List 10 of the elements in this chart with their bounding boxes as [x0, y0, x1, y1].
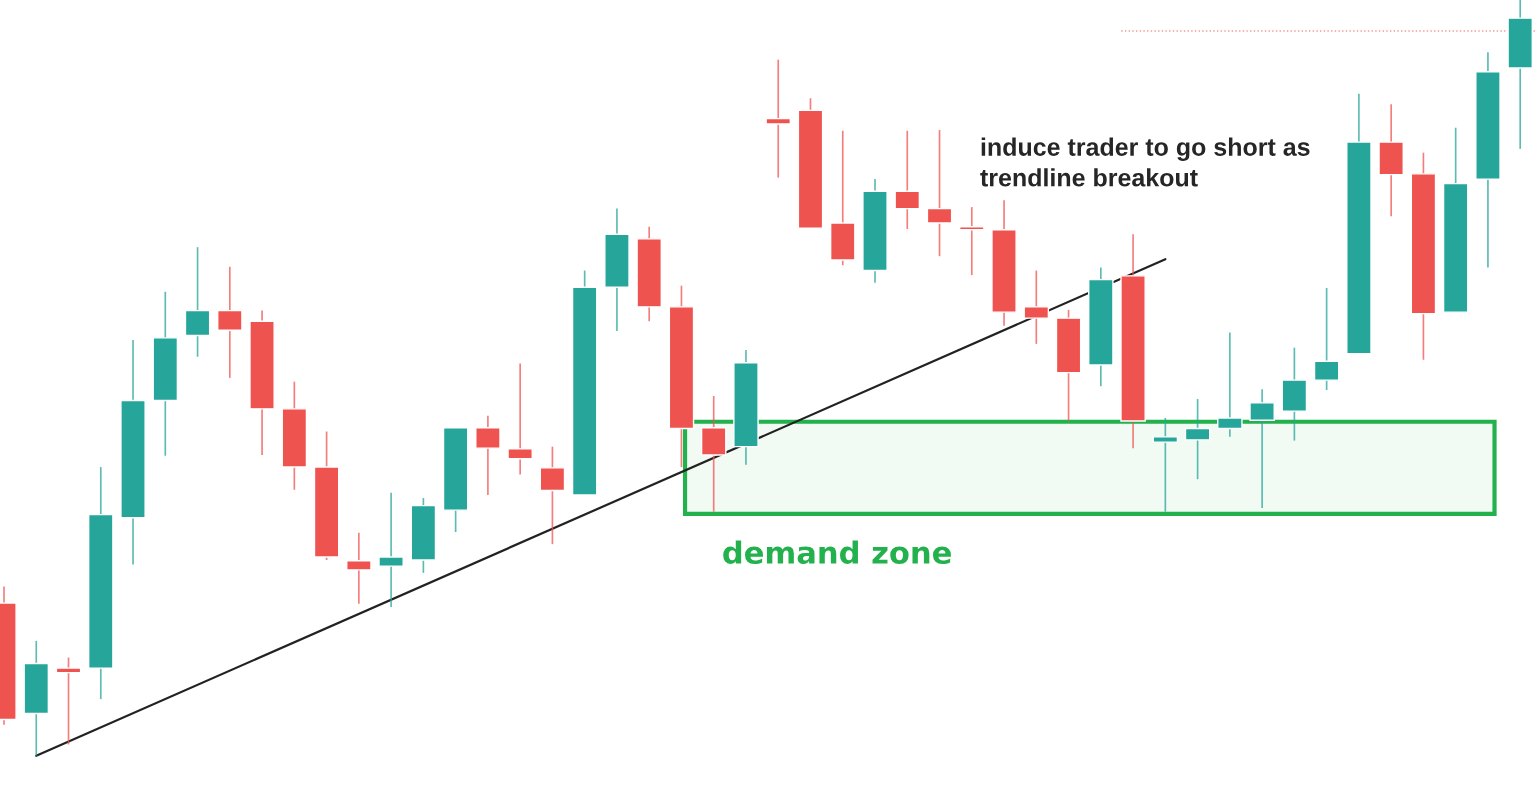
candlestick [765, 58, 792, 179]
candlestick [55, 656, 82, 746]
candlestick [958, 206, 985, 276]
candlestick [1152, 417, 1179, 513]
annotation: induce trader to go short as trendline breakout [980, 137, 1310, 187]
candlestick [926, 129, 953, 258]
band-label: demand zone [723, 540, 951, 565]
candlestick [507, 362, 533, 476]
candlestick [378, 491, 404, 608]
candlestick [1217, 331, 1243, 438]
